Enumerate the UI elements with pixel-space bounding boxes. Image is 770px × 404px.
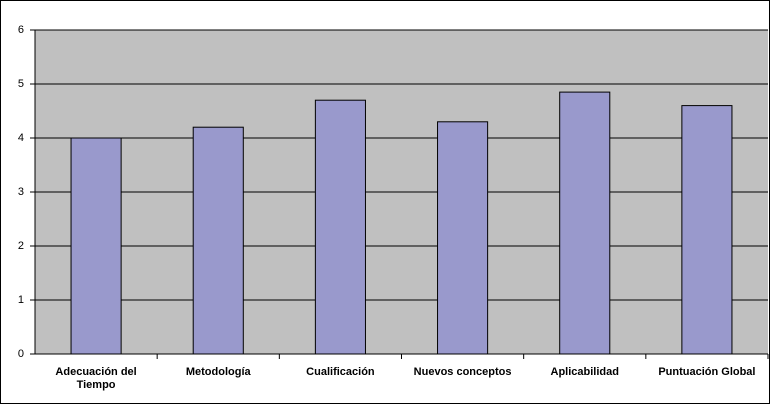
- y-tick-label: 6: [18, 24, 24, 36]
- bar: [70, 137, 122, 355]
- y-tick-label: 3: [18, 186, 24, 198]
- bar: [314, 99, 366, 355]
- y-tick-label: 2: [18, 240, 24, 252]
- y-tick-label: 0: [18, 348, 24, 360]
- x-tick-label: Adecuación del Tiempo: [55, 366, 137, 391]
- bar: [437, 121, 489, 355]
- x-tick-label: Nuevos conceptos: [413, 366, 512, 378]
- y-tick-label: 1: [18, 294, 24, 306]
- bar: [681, 105, 733, 355]
- bar: [559, 91, 611, 355]
- x-tick-label: Metodología: [185, 366, 251, 378]
- x-tick-label: Puntuación Global: [658, 366, 756, 378]
- x-tick-label: Aplicabilidad: [550, 366, 619, 378]
- y-tick-label: 4: [18, 132, 24, 144]
- y-tick-label: 5: [18, 78, 24, 90]
- bar: [192, 126, 244, 355]
- x-tick-label: Cualificación: [306, 366, 375, 378]
